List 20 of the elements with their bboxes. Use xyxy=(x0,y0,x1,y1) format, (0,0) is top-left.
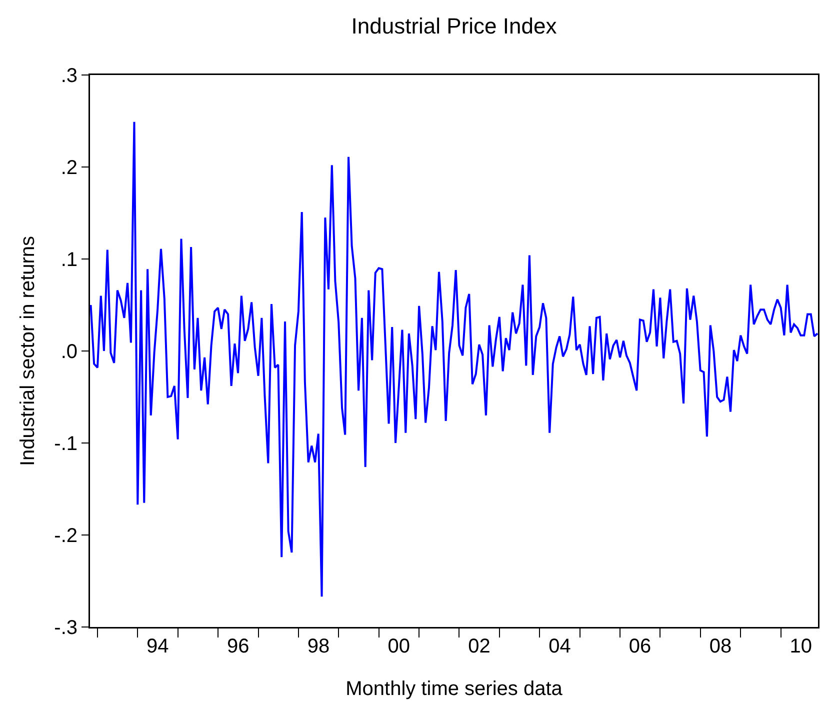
y-tick-label: .3 xyxy=(60,65,78,87)
x-tick-label: 08 xyxy=(709,636,732,658)
y-tick-label: -.2 xyxy=(54,525,78,547)
line-series xyxy=(90,120,818,598)
x-tick-label: 98 xyxy=(307,636,330,658)
y-tick-label: -.3 xyxy=(54,617,78,639)
y-tick-label: .0 xyxy=(60,341,78,363)
y-tick-label: .1 xyxy=(60,249,78,271)
y-tick-label: .2 xyxy=(60,157,78,179)
x-tick-label: 04 xyxy=(548,636,571,658)
chart-title: Industrial Price Index xyxy=(351,13,557,38)
x-axis-title: Monthly time series data xyxy=(346,678,564,700)
x-tick-label: 96 xyxy=(227,636,250,658)
y-tick-label: -.1 xyxy=(54,433,78,455)
x-tick-label: 10 xyxy=(790,636,812,658)
y-axis-title: Industrial sector in returns xyxy=(16,236,39,466)
x-tick-label: 00 xyxy=(388,636,410,658)
x-tick-label: 94 xyxy=(146,636,169,658)
x-tick-label: 06 xyxy=(628,636,652,658)
x-tick-label: 02 xyxy=(468,636,490,658)
